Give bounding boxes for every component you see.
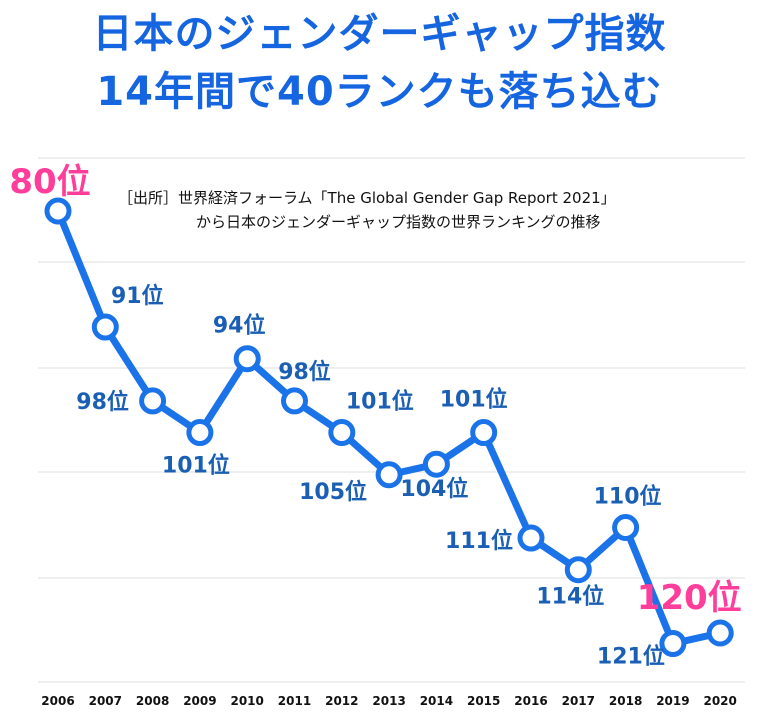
x-tick-label: 2018 (609, 694, 642, 708)
data-label: 110位 (594, 484, 662, 510)
x-tick-label: 2011 (278, 694, 311, 708)
data-label: 80位 (9, 162, 90, 202)
data-label: 105位 (299, 479, 367, 505)
data-label: 101位 (440, 387, 508, 413)
source-note: ［出所］世界経済フォーラム「The Global Gender Gap Repo… (118, 186, 758, 234)
x-tick-label: 2009 (183, 694, 216, 708)
data-point (659, 630, 687, 658)
data-point (186, 419, 214, 447)
source-line2: から日本のジェンダーギャップ指数の世界ランキングの推移 (196, 213, 601, 231)
data-label: 121位 (597, 644, 665, 670)
x-tick-label: 2007 (89, 694, 122, 708)
source-line1: ［出所］世界経済フォーラム「The Global Gender Gap Repo… (118, 189, 616, 207)
data-point (517, 524, 545, 552)
data-label: 91位 (111, 283, 164, 309)
series-line (54, 207, 724, 648)
data-label: 98位 (76, 389, 129, 415)
x-tick-label: 2014 (420, 694, 453, 708)
data-label: 104位 (400, 476, 468, 502)
data-label: 101位 (346, 389, 414, 415)
data-label: 98位 (278, 359, 331, 385)
data-point (706, 619, 734, 647)
data-label: 101位 (162, 453, 230, 479)
data-label: 111位 (445, 528, 513, 554)
chart-title-line2: 14年間で40ランクも落ち込む (96, 69, 663, 115)
data-point (612, 514, 640, 541)
x-tick-label: 2016 (514, 694, 547, 708)
x-tick-label: 2010 (230, 694, 263, 708)
data-point (139, 387, 167, 415)
x-tick-label: 2015 (467, 694, 500, 708)
data-point (91, 313, 119, 341)
chart-title-line1: 日本のジェンダーギャップ指数 (92, 11, 667, 57)
data-point (422, 450, 450, 478)
x-tick-label: 2020 (703, 694, 736, 708)
data-point (564, 556, 592, 584)
data-point (233, 345, 261, 373)
data-point (470, 419, 498, 447)
data-label: 114位 (536, 584, 604, 610)
x-tick-label: 2008 (136, 694, 169, 708)
x-tick-label: 2019 (656, 694, 689, 708)
data-point (375, 461, 403, 489)
data-label: 94位 (213, 313, 266, 339)
x-tick-label: 2017 (562, 694, 595, 708)
x-tick-label: 2006 (41, 694, 74, 708)
data-point (44, 197, 72, 225)
data-point (328, 419, 356, 447)
x-tick-label: 2012 (325, 694, 358, 708)
x-tick-label: 2013 (372, 694, 405, 708)
data-point (281, 387, 308, 415)
data-label: 120位 (637, 578, 742, 618)
